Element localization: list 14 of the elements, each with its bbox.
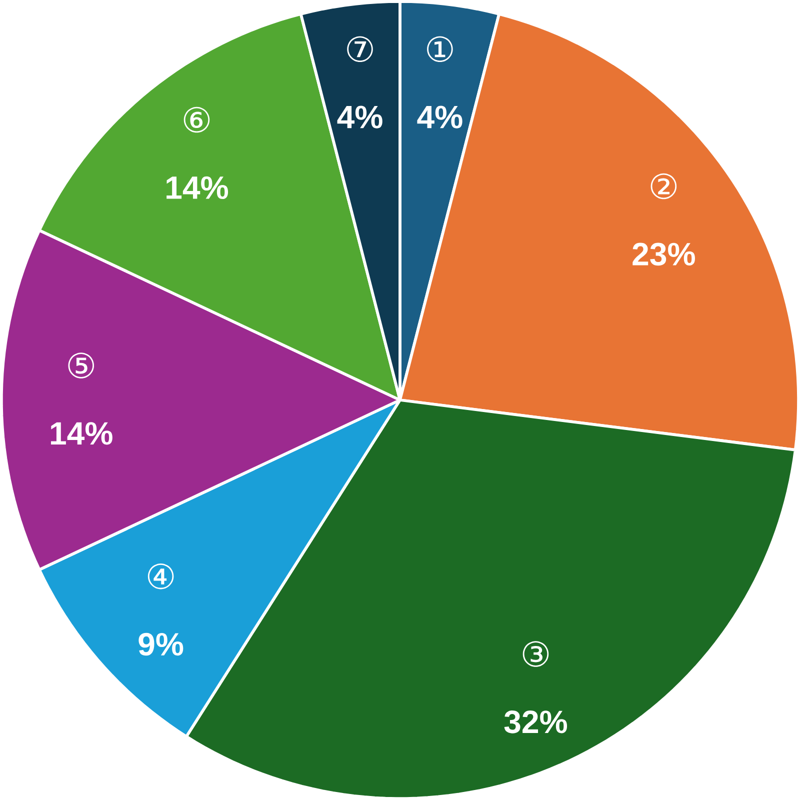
slice-label: ① <box>427 36 453 62</box>
data-label: 14% <box>50 422 112 445</box>
slice-label: ⑥ <box>184 106 210 133</box>
data-label: 4% <box>337 106 382 128</box>
slice-label: ② <box>650 173 677 200</box>
data-label: 14% <box>166 176 228 200</box>
data-label: 4% <box>417 106 462 128</box>
slice-label: ⑦ <box>347 36 373 62</box>
data-label: 32% <box>504 710 568 734</box>
data-label: 23% <box>632 242 695 266</box>
slice-label: ⑤ <box>68 352 94 378</box>
slice-label: ④ <box>148 563 174 590</box>
slice-label: ③ <box>522 641 549 667</box>
data-label: 9% <box>138 632 184 656</box>
